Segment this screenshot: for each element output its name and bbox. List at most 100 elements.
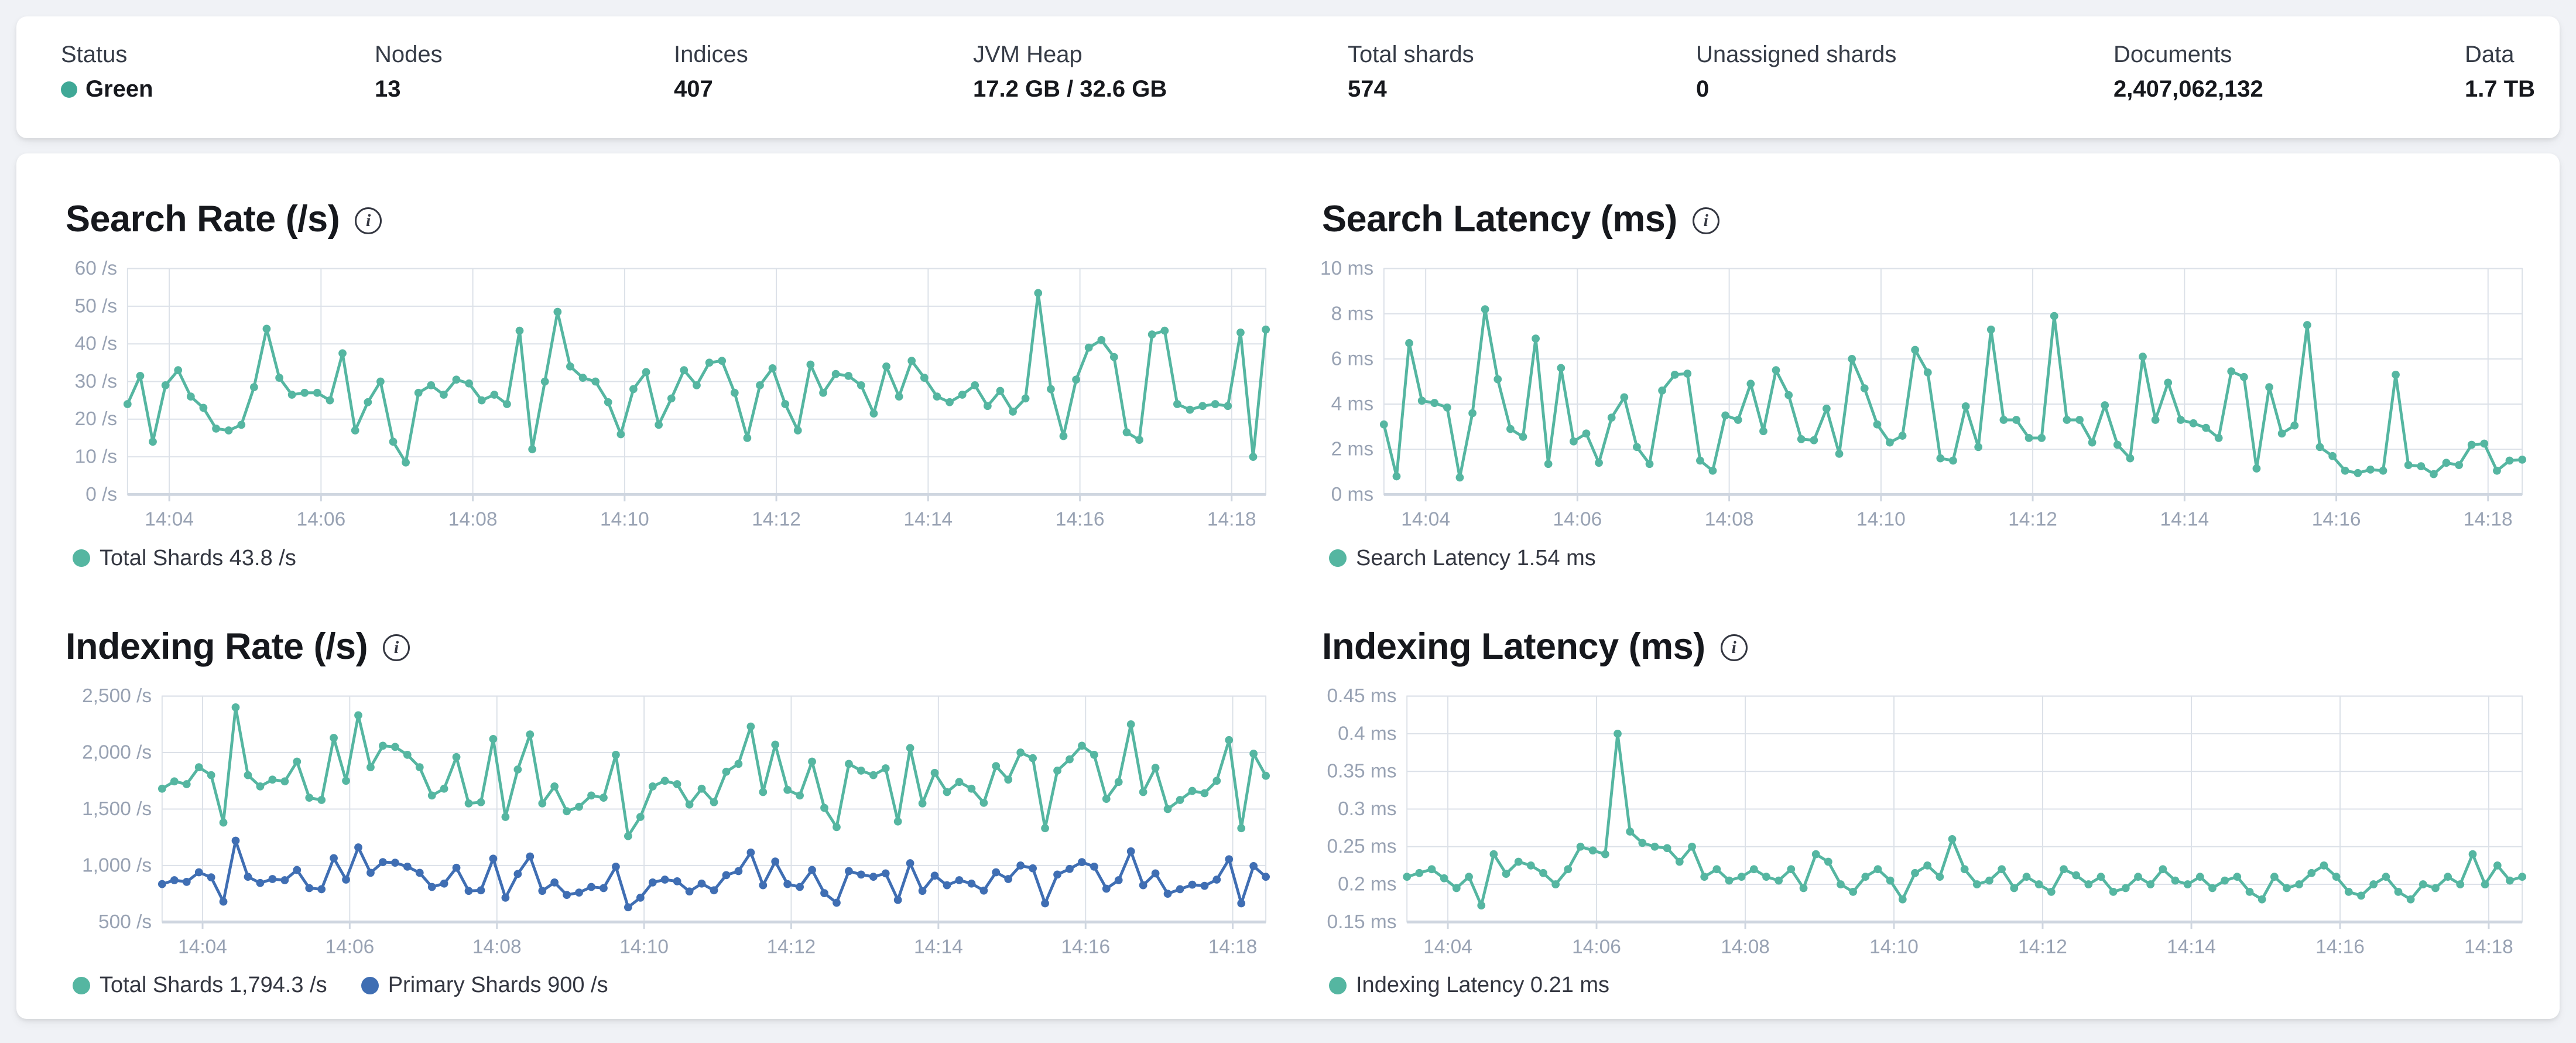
chart-search-rate: Search Rate (/s) i 0 /s 10 /s 20 /s 30 /s 40… bbox=[49, 199, 1270, 571]
svg-text:14:06: 14:06 bbox=[296, 509, 345, 531]
svg-text:14:16: 14:16 bbox=[1056, 509, 1105, 531]
info-icon[interactable]: i bbox=[1692, 207, 1719, 234]
svg-text:50 /s: 50 /s bbox=[75, 296, 118, 317]
svg-text:14:14: 14:14 bbox=[903, 509, 953, 531]
stat-value: 1.7 TB bbox=[2465, 76, 2536, 102]
search-rate-legend: Total Shards 43.8 /s bbox=[73, 546, 1270, 571]
legend-dot bbox=[361, 976, 379, 994]
legend-label: Total Shards 43.8 /s bbox=[100, 545, 296, 570]
svg-text:10 ms: 10 ms bbox=[1320, 258, 1373, 279]
svg-text:14:12: 14:12 bbox=[752, 509, 801, 531]
svg-text:2 ms: 2 ms bbox=[1331, 439, 1373, 460]
legend-item-search-latency[interactable]: Search Latency 1.54 ms bbox=[1329, 546, 1596, 571]
stat-jvm-heap: JVM Heap 17.2 GB / 32.6 GB bbox=[973, 40, 1348, 102]
legend-item-total-shards[interactable]: Total Shards 1,794.3 /s bbox=[73, 973, 327, 998]
status-dot bbox=[61, 81, 77, 98]
chart-title-search-rate: Search Rate (/s) bbox=[66, 199, 340, 240]
info-icon[interactable]: i bbox=[383, 634, 410, 662]
legend-dot bbox=[1329, 976, 1347, 994]
stat-data: Data 1.7 TB bbox=[2465, 40, 2535, 102]
indexing-rate-legend: Total Shards 1,794.3 /s Primary Shards 90… bbox=[73, 973, 1270, 998]
svg-text:14:14: 14:14 bbox=[2167, 936, 2216, 957]
search-latency-legend: Search Latency 1.54 ms bbox=[1329, 546, 2527, 571]
svg-text:14:14: 14:14 bbox=[914, 936, 963, 957]
legend-label: Indexing Latency 0.21 ms bbox=[1356, 973, 1610, 997]
legend-item-total-shards[interactable]: Total Shards 43.8 /s bbox=[73, 546, 296, 571]
svg-text:14:08: 14:08 bbox=[1721, 936, 1770, 957]
info-icon[interactable]: i bbox=[1720, 634, 1748, 662]
search-latency-chart[interactable]: 0 ms 2 ms 4 ms 6 ms 8 ms 10 ms 14:04 14:06 14:08… bbox=[1306, 255, 2527, 535]
legend-dot bbox=[73, 976, 90, 994]
svg-text:14:12: 14:12 bbox=[2008, 509, 2057, 531]
svg-text:14:12: 14:12 bbox=[2018, 936, 2067, 957]
stat-label: Unassigned shards bbox=[1696, 42, 1897, 67]
svg-text:6 ms: 6 ms bbox=[1331, 348, 1373, 370]
svg-text:14:18: 14:18 bbox=[1208, 936, 1258, 957]
stat-label: Nodes bbox=[375, 42, 443, 67]
svg-text:0.35 ms: 0.35 ms bbox=[1327, 761, 1397, 782]
svg-text:14:16: 14:16 bbox=[1061, 936, 1110, 957]
legend-dot bbox=[73, 549, 90, 567]
svg-text:14:04: 14:04 bbox=[145, 509, 194, 531]
info-icon[interactable]: i bbox=[355, 207, 382, 234]
stat-label: Documents bbox=[2113, 42, 2232, 67]
svg-text:14:08: 14:08 bbox=[472, 936, 522, 957]
search-latency-plot-area[interactable]: 0 ms 2 ms 4 ms 6 ms 8 ms 10 ms 14:04 14:06 14:08… bbox=[1306, 255, 2527, 535]
legend-item-primary-shards[interactable]: Primary Shards 900 /s bbox=[361, 973, 608, 998]
svg-text:14:10: 14:10 bbox=[619, 936, 669, 957]
svg-text:0.4 ms: 0.4 ms bbox=[1338, 723, 1396, 744]
stat-label: Total shards bbox=[1348, 42, 1474, 67]
stat-value: 17.2 GB / 32.6 GB bbox=[973, 76, 1167, 102]
legend-item-indexing-latency[interactable]: Indexing Latency 0.21 ms bbox=[1329, 973, 1609, 998]
stat-documents: Documents 2,407,062,132 bbox=[2113, 40, 2465, 102]
cluster-overview-panel: Status Green Nodes 13 Indices 407 JVM Heap 17.2… bbox=[16, 16, 2560, 138]
search-rate-chart[interactable]: 0 /s 10 /s 20 /s 30 /s 40 /s 50 /s 60 /s 14:04 1… bbox=[49, 255, 1270, 535]
indexing-latency-plot-area[interactable]: 0.15 ms 0.2 ms 0.25 ms 0.3 ms 0.35 ms 0.4 ms 0… bbox=[1306, 682, 2527, 962]
chart-title-indexing-latency: Indexing Latency (ms) bbox=[1322, 625, 1705, 667]
svg-text:60 /s: 60 /s bbox=[75, 258, 118, 279]
svg-text:14:14: 14:14 bbox=[2160, 509, 2209, 531]
legend-label: Search Latency 1.54 ms bbox=[1356, 545, 1596, 570]
svg-text:14:18: 14:18 bbox=[2464, 936, 2513, 957]
cluster-stats-row: Status Green Nodes 13 Indices 407 JVM Heap 17.2… bbox=[16, 16, 2560, 102]
stat-status: Status Green bbox=[61, 40, 375, 102]
svg-text:14:10: 14:10 bbox=[1856, 509, 1906, 531]
svg-text:14:04: 14:04 bbox=[1423, 936, 1472, 957]
svg-text:4 ms: 4 ms bbox=[1331, 394, 1373, 415]
svg-text:2,500 /s: 2,500 /s bbox=[82, 685, 152, 707]
stat-label: Status bbox=[61, 42, 128, 67]
stat-value: 13 bbox=[375, 76, 401, 102]
svg-text:0 ms: 0 ms bbox=[1331, 484, 1373, 505]
indexing-rate-plot-area[interactable]: 500 /s 1,000 /s 1,500 /s 2,000 /s 2,500 /s 14… bbox=[49, 682, 1270, 962]
legend-label: Total Shards 1,794.3 /s bbox=[100, 973, 327, 997]
svg-text:8 ms: 8 ms bbox=[1331, 303, 1373, 325]
svg-text:0.3 ms: 0.3 ms bbox=[1338, 798, 1396, 820]
stat-unassigned-shards: Unassigned shards 0 bbox=[1696, 40, 2113, 102]
svg-text:14:06: 14:06 bbox=[1553, 509, 1602, 531]
svg-text:0.15 ms: 0.15 ms bbox=[1327, 911, 1397, 933]
svg-text:10 /s: 10 /s bbox=[75, 446, 118, 468]
svg-text:14:12: 14:12 bbox=[767, 936, 816, 957]
legend-label: Primary Shards 900 /s bbox=[388, 973, 608, 997]
indexing-latency-chart[interactable]: 0.15 ms 0.2 ms 0.25 ms 0.3 ms 0.35 ms 0.4 ms 0… bbox=[1306, 682, 2527, 962]
stat-value: 0 bbox=[1696, 76, 1710, 102]
svg-text:20 /s: 20 /s bbox=[75, 409, 118, 430]
svg-text:14:10: 14:10 bbox=[600, 509, 649, 531]
svg-text:14:08: 14:08 bbox=[448, 509, 498, 531]
chart-title-indexing-rate: Indexing Rate (/s) bbox=[66, 625, 368, 667]
svg-text:14:18: 14:18 bbox=[2464, 509, 2513, 531]
svg-text:14:18: 14:18 bbox=[1207, 509, 1256, 531]
search-rate-plot-area[interactable]: 0 /s 10 /s 20 /s 30 /s 40 /s 50 /s 60 /s 14:04 1… bbox=[49, 255, 1270, 535]
stat-label: JVM Heap bbox=[973, 42, 1083, 67]
svg-text:0.25 ms: 0.25 ms bbox=[1327, 836, 1397, 857]
svg-text:14:04: 14:04 bbox=[178, 936, 227, 957]
svg-text:2,000 /s: 2,000 /s bbox=[82, 741, 152, 763]
svg-text:30 /s: 30 /s bbox=[75, 371, 118, 392]
svg-text:14:10: 14:10 bbox=[1869, 936, 1919, 957]
svg-text:40 /s: 40 /s bbox=[75, 333, 118, 355]
indexing-rate-chart[interactable]: 500 /s 1,000 /s 1,500 /s 2,000 /s 2,500 /s 14… bbox=[49, 682, 1270, 962]
svg-text:0.2 ms: 0.2 ms bbox=[1338, 873, 1396, 895]
stat-label: Indices bbox=[674, 42, 748, 67]
metrics-panel: Search Rate (/s) i 0 /s 10 /s 20 /s 30 /s 40… bbox=[16, 153, 2560, 1019]
stat-label: Data bbox=[2465, 42, 2515, 67]
